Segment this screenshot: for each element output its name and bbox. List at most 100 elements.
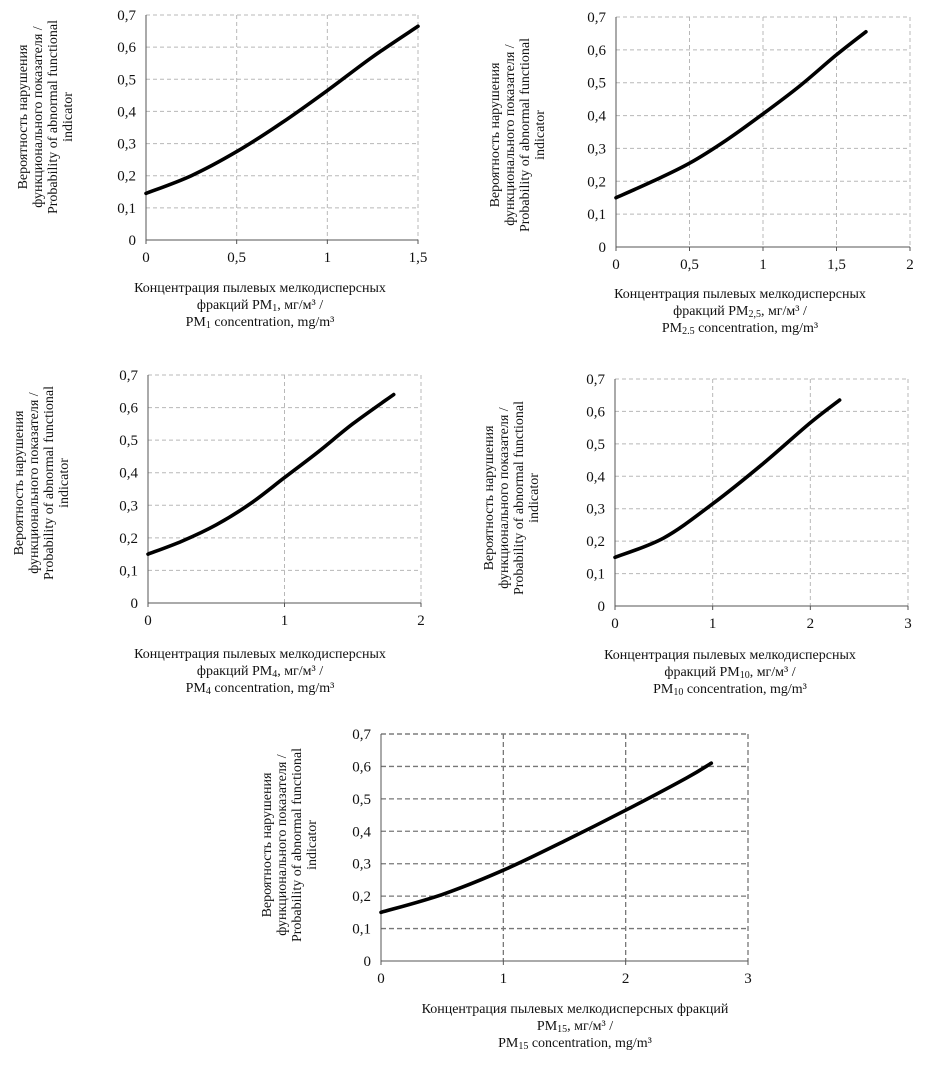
y-axis-label-line: indicator (61, 92, 76, 142)
x-tick-label: 2 (906, 257, 914, 273)
y-axis-label-line: функционального показателя / (503, 44, 518, 226)
y-tick-label: 0 (129, 233, 137, 249)
y-axis-label-line: Вероятность нарушения (12, 410, 27, 556)
y-tick-label: 0,3 (587, 141, 606, 157)
x-axis-label: Концентрация пылевых мелкодисперсных фра… (340, 1001, 810, 1052)
x-axis-label-line: Концентрация пылевых мелкодисперсных (134, 647, 386, 662)
x-tick-label: 1 (759, 257, 767, 273)
y-axis-label: Вероятность нарушения функционального по… (16, 2, 76, 232)
probability-curve (379, 761, 714, 915)
y-axis-label: Вероятность нарушения функционального по… (488, 15, 548, 255)
x-tick-label: 1 (324, 250, 332, 266)
x-tick-label: 0,5 (680, 257, 699, 273)
x-axis-label-line: фракций PM10, мг/м³ / (664, 665, 796, 681)
x-tick-label: 2 (622, 971, 630, 987)
y-axis-label-line: indicator (527, 473, 542, 523)
y-tick-label: 0,7 (117, 8, 136, 24)
y-tick-label: 0,4 (117, 104, 136, 120)
y-axis-label-line: Probability of abnormal functional (290, 748, 305, 943)
y-tick-label: 0,6 (352, 759, 371, 775)
x-axis-label: Концентрация пылевых мелкодисперсных фра… (80, 646, 440, 697)
y-axis-label-line: Probability of abnormal functional (46, 20, 61, 215)
x-tick-label: 2 (807, 616, 815, 632)
chart-pm4-plot: 0 0,1 0,2 0,3 0,4 0,5 0,6 0,7 0 1 2 (119, 368, 425, 629)
y-tick-label: 0,6 (586, 404, 605, 420)
y-tick-label: 0,1 (587, 207, 606, 223)
x-tick-label: 1 (500, 971, 508, 987)
chart-pm15-plot: 0 0,1 0,2 0,3 0,4 0,5 0,6 0,7 0 1 2 3 (352, 727, 752, 987)
x-axis-label-line: Концентрация пылевых мелкодисперсных (614, 287, 866, 302)
y-tick-label: 0,4 (586, 469, 605, 485)
y-tick-label: 0 (131, 596, 139, 612)
y-tick-label: 0,3 (586, 502, 605, 518)
x-axis-label-line: Концентрация пылевых мелкодисперсных фра… (421, 1002, 729, 1017)
x-axis-label-line: Концентрация пылевых мелкодисперсных (134, 281, 386, 296)
y-tick-label: 0,5 (587, 76, 606, 92)
x-tick-label: 0 (144, 613, 152, 629)
y-axis-label-line: функционального показателя / (497, 407, 512, 589)
y-tick-label: 0,3 (119, 498, 138, 514)
probability-curve (613, 398, 842, 560)
x-tick-label: 0 (611, 616, 619, 632)
x-axis-label: Концентрация пылевых мелкодисперсных фра… (60, 280, 460, 331)
y-tick-label: 0,4 (587, 109, 606, 125)
y-tick-label: 0,3 (352, 857, 371, 873)
y-tick-label: 0,2 (117, 169, 136, 185)
y-axis-label-line: Вероятность нарушения (16, 44, 31, 190)
x-axis-label-line: PM4 concentration, mg/m³ (185, 681, 335, 697)
probability-curve (144, 24, 420, 196)
y-tick-label: 0,1 (117, 201, 136, 217)
y-tick-label: 0,4 (352, 824, 371, 840)
y-axis-label-line: indicator (305, 820, 320, 870)
y-axis-label-line: функционального показателя / (31, 26, 46, 208)
y-axis-label-line: Вероятность нарушения (482, 425, 497, 571)
y-tick-label: 0 (364, 954, 372, 970)
y-tick-label: 0,6 (119, 401, 138, 417)
y-axis-label-line: функционального показателя / (275, 754, 290, 936)
x-axis-label: Концентрация пылевых мелкодисперсных фра… (550, 647, 910, 698)
x-tick-label: 1 (709, 616, 717, 632)
y-tick-label: 0,5 (119, 433, 138, 449)
chart-pm1: 0 0,1 0,2 0,3 0,4 0,5 0,6 0,7 0 0,5 1 1,5 Вероятнос… (0, 0, 440, 345)
y-tick-label: 0,2 (352, 889, 371, 905)
y-tick-label: 0 (598, 599, 606, 615)
y-tick-label: 0,2 (586, 534, 605, 550)
y-axis-label-line: функционального показателя / (27, 392, 42, 574)
y-tick-label: 0,5 (117, 72, 136, 88)
x-tick-label: 1 (281, 613, 289, 629)
x-axis-label-line: фракций PM2,5, мг/м³ / (673, 304, 807, 320)
x-axis-label-line: PM15, мг/м³ / (536, 1019, 614, 1035)
y-tick-label: 0,5 (586, 437, 605, 453)
chart-pm1-plot: 0 0,1 0,2 0,3 0,4 0,5 0,6 0,7 0 0,5 1 1,5 (117, 8, 428, 266)
chart-pm15: 0 0,1 0,2 0,3 0,4 0,5 0,6 0,7 0 1 2 3 Вероятность н… (240, 715, 780, 1070)
x-axis-label-line: PM2.5 concentration, mg/m³ (661, 321, 819, 337)
x-tick-label: 0 (612, 257, 620, 273)
y-tick-label: 0,7 (352, 727, 371, 743)
x-tick-label: 3 (744, 971, 752, 987)
x-tick-label: 1,5 (827, 257, 846, 273)
y-tick-label: 0,1 (586, 567, 605, 583)
chart-pm2-5-plot: 0 0,1 0,2 0,3 0,4 0,5 0,6 0,7 0 0,5 1 1,5 2 (587, 10, 914, 273)
x-tick-label: 1,5 (409, 250, 428, 266)
y-axis-label-line: Probability of abnormal functional (512, 401, 527, 596)
y-tick-label: 0,1 (119, 563, 138, 579)
y-axis-label-line: indicator (57, 458, 72, 508)
x-axis-label-line: фракций PM4, мг/м³ / (196, 664, 324, 680)
y-tick-label: 0,2 (587, 174, 606, 190)
y-tick-label: 0,4 (119, 466, 138, 482)
y-tick-label: 0,7 (587, 10, 606, 26)
x-axis-label-line: фракций PM1, мг/м³ / (196, 298, 324, 314)
y-tick-label: 0,5 (352, 792, 371, 808)
x-tick-label: 0 (377, 971, 385, 987)
y-tick-label: 0,6 (117, 40, 136, 56)
y-tick-label: 0 (599, 240, 607, 256)
y-axis-label-line: Вероятность нарушения (260, 772, 275, 918)
y-axis-label: Вероятность нарушения функционального по… (482, 378, 542, 618)
y-axis-label: Вероятность нарушения функционального по… (260, 725, 320, 965)
probability-curve (146, 392, 396, 556)
y-axis-label-line: indicator (533, 110, 548, 160)
y-axis-label-line: Probability of abnormal functional (518, 38, 533, 233)
x-tick-label: 3 (904, 616, 912, 632)
y-axis-label-line: Probability of abnormal functional (42, 386, 57, 581)
y-tick-label: 0,2 (119, 531, 138, 547)
